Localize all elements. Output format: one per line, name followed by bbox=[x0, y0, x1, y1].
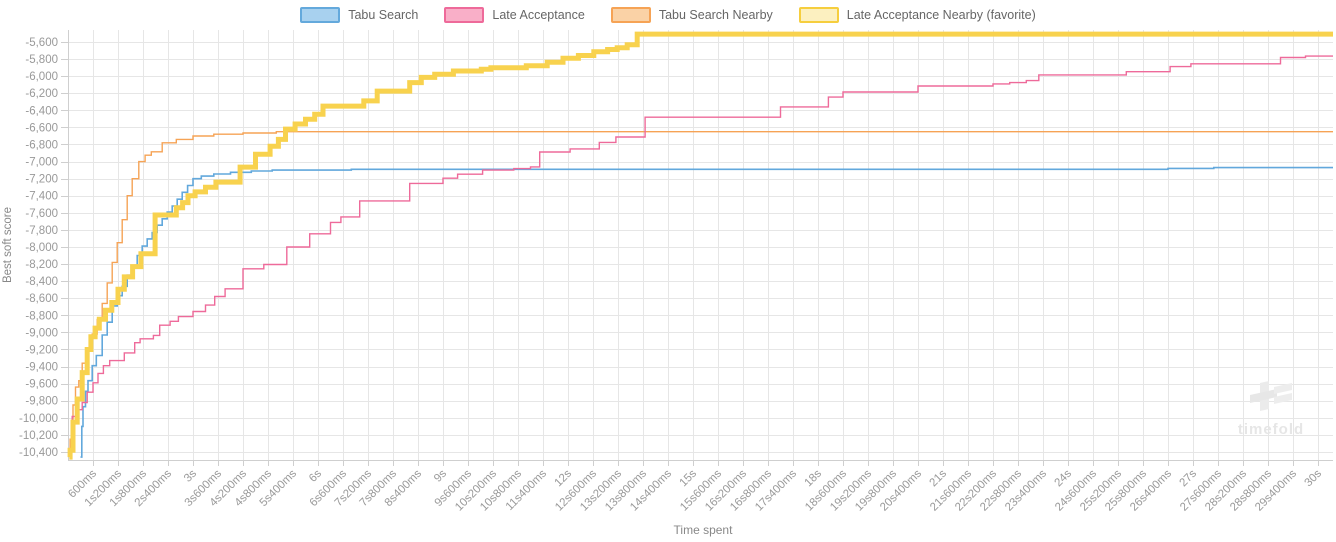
y-tick-label: -6,000 bbox=[25, 71, 58, 83]
legend-item-late-acceptance-nearby[interactable]: Late Acceptance Nearby (favorite) bbox=[798, 7, 1036, 23]
y-tick-label: -9,800 bbox=[25, 396, 58, 408]
x-tick-label: 9s bbox=[432, 467, 449, 484]
y-tick-label: -7,200 bbox=[25, 174, 58, 186]
axes bbox=[61, 30, 1333, 466]
x-tick-label: 30s bbox=[1303, 467, 1325, 489]
legend-label-late-acceptance: Late Acceptance bbox=[492, 8, 585, 22]
y-tick-label: -10,200 bbox=[19, 430, 58, 442]
y-tick-label: -7,600 bbox=[25, 208, 58, 220]
y-axis-labels: -5,600 -5,800 -6,000 -6,200 -6,400 -6,600 -6,8… bbox=[19, 37, 58, 459]
legend-item-tabu-search-nearby[interactable]: Tabu Search Nearby bbox=[610, 7, 773, 23]
legend-item-tabu-search[interactable]: Tabu Search bbox=[300, 7, 418, 23]
y-tick-label: -6,600 bbox=[25, 122, 58, 134]
y-tick-label: -8,200 bbox=[25, 259, 58, 271]
legend-label-late-acceptance-nearby: Late Acceptance Nearby (favorite) bbox=[846, 8, 1036, 22]
y-tick-label: -6,800 bbox=[25, 139, 58, 151]
legend-swatch-tabu-search bbox=[300, 7, 341, 23]
y-tick-label: -9,200 bbox=[25, 344, 58, 356]
y-tick-label: -9,600 bbox=[25, 379, 58, 391]
y-tick-label: -8,400 bbox=[25, 276, 58, 288]
chart-legend: Tabu Search Late Acceptance Tabu Search Ne… bbox=[0, 7, 1336, 23]
grid bbox=[68, 30, 1333, 460]
y-tick-label: -8,600 bbox=[25, 293, 58, 305]
y-tick-label: -5,800 bbox=[25, 54, 58, 66]
series-line-tabu-search-nearby bbox=[68, 131, 1333, 452]
y-tick-label: -8,800 bbox=[25, 310, 58, 322]
x-tick-label: 6s bbox=[307, 467, 324, 484]
y-tick-label: -10,400 bbox=[19, 447, 58, 459]
series-line-late-acceptance-nearby-favorite bbox=[67, 31, 1333, 460]
y-tick-label: -5,600 bbox=[25, 37, 58, 49]
y-tick-label: -7,400 bbox=[25, 191, 58, 203]
legend-swatch-late-acceptance-nearby bbox=[798, 7, 839, 23]
legend-label-tabu-search-nearby: Tabu Search Nearby bbox=[658, 8, 773, 22]
legend-swatch-late-acceptance bbox=[444, 7, 485, 23]
series-line-tabu-search bbox=[80, 166, 1333, 458]
y-tick-label: -9,000 bbox=[25, 327, 58, 339]
y-tick-label: -8,000 bbox=[25, 242, 58, 254]
y-tick-label: -7,000 bbox=[25, 157, 58, 169]
y-axis-title: Best soft score bbox=[2, 207, 14, 283]
y-tick-label: -9,400 bbox=[25, 362, 58, 374]
x-tick-label: 3s bbox=[182, 467, 199, 484]
x-axis-title: Time spent bbox=[674, 523, 734, 537]
y-tick-label: -7,800 bbox=[25, 225, 58, 237]
y-tick-label: -10,000 bbox=[19, 413, 58, 425]
legend-swatch-tabu-search-nearby bbox=[610, 7, 651, 23]
legend-label-tabu-search: Tabu Search bbox=[348, 8, 419, 22]
y-tick-label: -6,400 bbox=[25, 105, 58, 117]
series-line-late-acceptance bbox=[70, 55, 1333, 452]
y-tick-label: -6,200 bbox=[25, 88, 58, 100]
legend-item-late-acceptance[interactable]: Late Acceptance bbox=[444, 7, 585, 23]
